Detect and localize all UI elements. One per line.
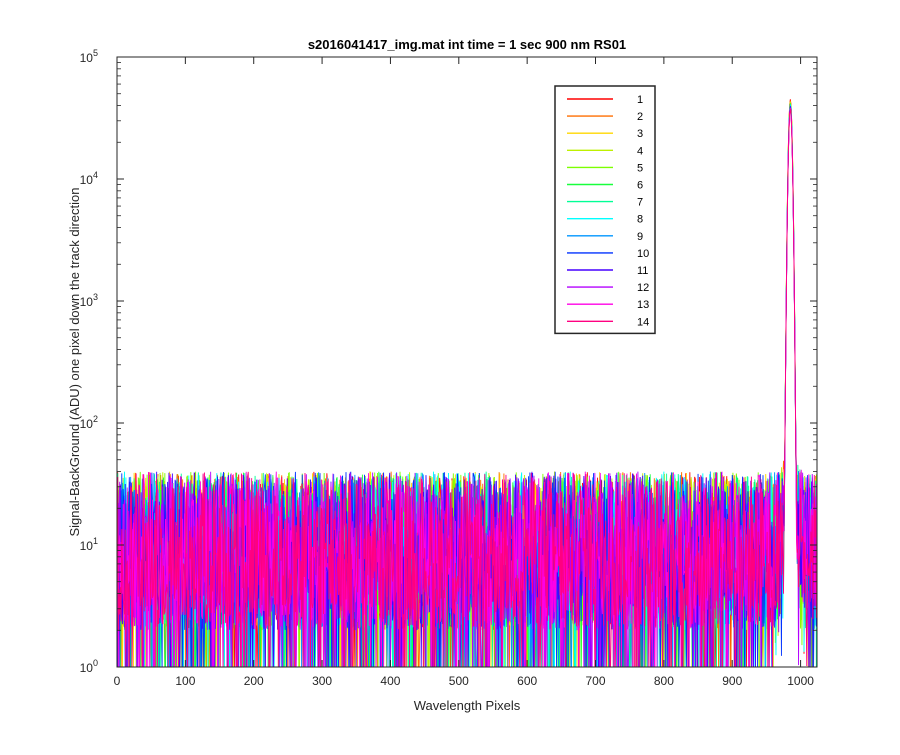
y-tick-label: 102 (80, 414, 98, 431)
y-tick-exponent: 5 (93, 48, 98, 58)
x-tick-label: 200 (244, 674, 264, 688)
y-tick-exponent: 2 (93, 414, 98, 424)
legend-label: 10 (637, 248, 649, 260)
x-tick-label: 1000 (787, 674, 814, 688)
x-tick-label: 500 (449, 674, 469, 688)
y-tick-label: 104 (80, 170, 98, 187)
y-tick-exponent: 0 (93, 658, 98, 668)
x-tick-label: 400 (380, 674, 400, 688)
y-tick-exponent: 1 (93, 536, 98, 546)
x-axis-label: Wavelength Pixels (414, 698, 521, 713)
y-tick-label: 101 (80, 536, 98, 553)
y-tick-label: 105 (80, 48, 98, 65)
axes-box (116, 56, 818, 668)
legend-label: 3 (637, 128, 643, 140)
legend-label: 5 (637, 162, 643, 174)
x-tick-label: 900 (722, 674, 742, 688)
y-tick-exponent: 4 (93, 170, 98, 180)
legend-label: 8 (637, 214, 643, 226)
series-line-13 (117, 108, 817, 667)
legend-label: 12 (637, 282, 649, 294)
legend-label: 6 (637, 180, 643, 192)
y-tick-label: 103 (80, 292, 98, 309)
legend-label: 1 (637, 94, 643, 106)
y-tick-label: 100 (80, 658, 98, 675)
legend-label: 2 (637, 111, 643, 123)
plot-area (117, 57, 817, 667)
x-tick-label: 100 (175, 674, 195, 688)
legend-label: 14 (637, 316, 649, 328)
x-tick-label: 800 (654, 674, 674, 688)
legend-label: 7 (637, 197, 643, 209)
x-tick-label: 700 (586, 674, 606, 688)
axes: 0 100 200 300 400 500 600 700 800 900 100010010110… (80, 48, 818, 688)
chart-title: s2016041417_img.mat int time = 1 sec 900… (308, 37, 626, 52)
x-tick-label: 0 (114, 674, 121, 688)
legend-label: 4 (637, 145, 643, 157)
series-line-14 (117, 108, 817, 667)
y-tick-exponent: 3 (93, 292, 98, 302)
x-tick-label: 300 (312, 674, 332, 688)
legend-label: 11 (637, 265, 648, 277)
legend-label: 9 (637, 231, 643, 243)
legend-box (554, 85, 656, 335)
legend-label: 13 (637, 299, 649, 311)
x-tick-label: 600 (517, 674, 537, 688)
y-axis-label: Signal-BackGround (ADU) one pixel down t… (67, 187, 82, 536)
